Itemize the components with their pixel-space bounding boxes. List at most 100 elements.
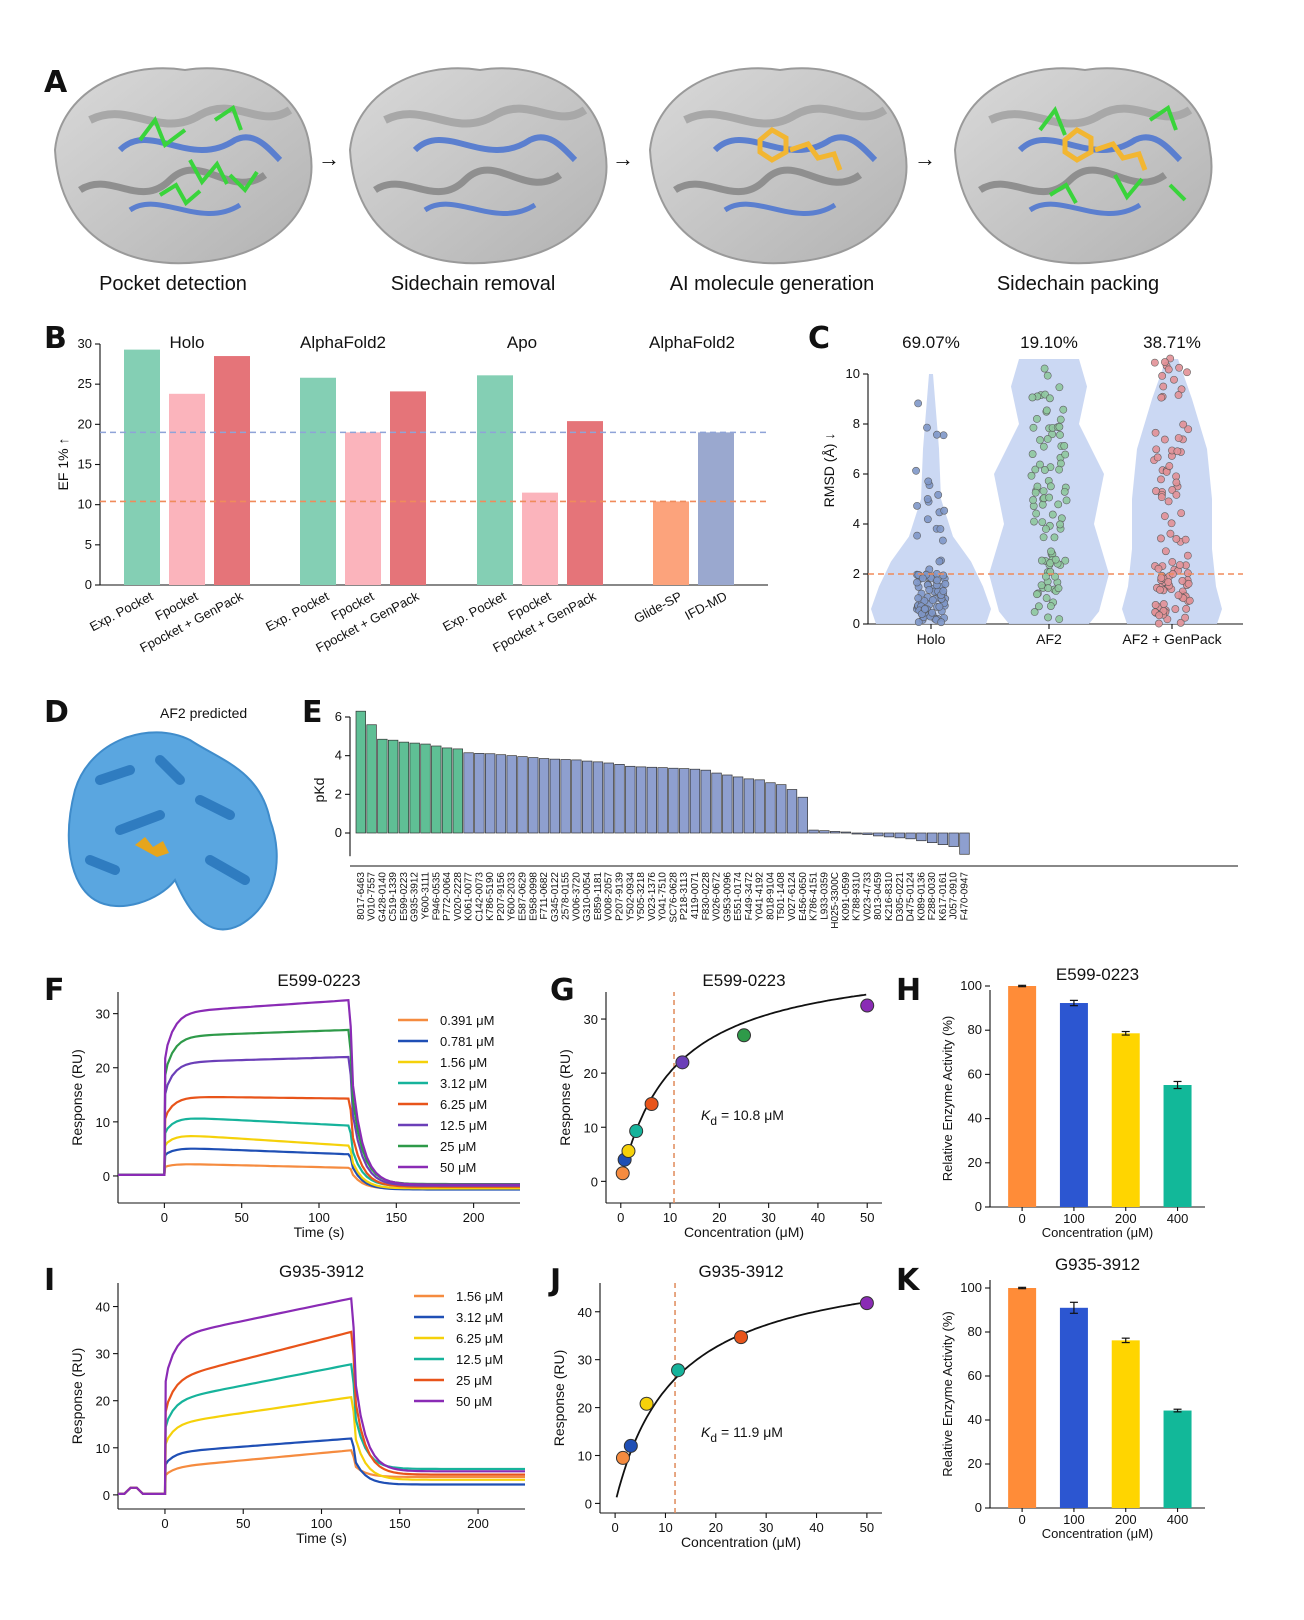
rmsd-point xyxy=(1062,496,1071,505)
rmsd-point xyxy=(1164,365,1173,374)
compound-label: 8017-6463 xyxy=(356,872,367,920)
rmsd-point xyxy=(928,596,937,605)
rmsd-point xyxy=(1153,453,1162,462)
rmsd-point xyxy=(921,605,929,613)
x-tick-label: 150 xyxy=(389,1516,411,1531)
rmsd-point xyxy=(1158,372,1167,380)
y-tick-label: 0 xyxy=(975,1199,982,1214)
sensorgram-line xyxy=(118,1437,525,1495)
compound-label: K788-9310 xyxy=(852,872,863,921)
compound-label: E551-0174 xyxy=(733,872,744,921)
rmsd-point xyxy=(1039,487,1048,496)
pkd-bar xyxy=(485,753,496,834)
pkd-bar xyxy=(840,831,852,834)
y-tick-label: 80 xyxy=(968,1022,982,1037)
pkd-bar xyxy=(926,832,938,844)
binding-point xyxy=(734,1330,748,1345)
y-axis-label: pKd xyxy=(311,778,327,803)
rmsd-point xyxy=(1044,613,1052,622)
compound-label: D475-0124 xyxy=(906,872,917,922)
rmsd-point xyxy=(1174,391,1183,399)
x-axis-label: Time (s) xyxy=(296,1530,347,1546)
binding-point xyxy=(644,1096,659,1111)
compound-label: J057-0910 xyxy=(949,872,960,920)
pkd-bar xyxy=(366,724,377,834)
compound-label: V026-0672 xyxy=(712,872,723,921)
compound-label: K786-5190 xyxy=(485,872,496,921)
y-tick-label: 0 xyxy=(585,1496,592,1511)
compound-label: F449-3472 xyxy=(744,872,755,921)
rmsd-point xyxy=(1059,405,1068,414)
legend-label: 12.5 μM xyxy=(440,1118,487,1133)
sensorgram-line xyxy=(118,1330,525,1495)
panel-letter-b: B xyxy=(44,321,67,356)
y-tick-label: 40 xyxy=(968,1111,982,1126)
sensorgram-line xyxy=(118,1395,525,1495)
x-tick-label: 100 xyxy=(308,1210,330,1225)
pkd-bar xyxy=(797,796,808,834)
rmsd-point xyxy=(923,423,931,432)
legend-label: 50 μM xyxy=(456,1394,492,1409)
y-tick-label: 0 xyxy=(853,616,860,631)
x-tick-label: Exp. Pocket xyxy=(87,588,156,634)
y-tick-label: 10 xyxy=(96,1441,110,1456)
rmsd-point xyxy=(939,571,948,580)
panel-e-pkd-chart: 0 2 4 6 pKd 8017-6463 V010-7557 G428-0140 C519-1… xyxy=(311,709,1238,929)
x-tick-label: 400 xyxy=(1167,1211,1189,1226)
compound-label: H025-3300C xyxy=(830,872,841,929)
panel-letter-f: F xyxy=(44,973,65,1008)
pkd-bar xyxy=(948,832,959,847)
pkd-bar xyxy=(517,756,528,834)
pkd-bar xyxy=(398,741,410,834)
ef-bar xyxy=(214,356,250,585)
chart-title: G935-3912 xyxy=(1055,1255,1140,1274)
rmsd-point xyxy=(935,557,944,566)
compound-label: F830-0228 xyxy=(701,872,712,921)
x-tick-label: 100 xyxy=(1063,1512,1085,1527)
x-tick-label: 20 xyxy=(709,1520,723,1535)
rmsd-point xyxy=(1042,594,1051,602)
rmsd-point xyxy=(1054,500,1063,509)
activity-bar xyxy=(1059,1003,1088,1207)
pkd-bar xyxy=(959,832,970,855)
compound-label: Y505-3218 xyxy=(636,872,647,921)
rmsd-point xyxy=(1185,596,1194,605)
rmsd-point xyxy=(925,585,934,594)
compound-label: K786-4151 xyxy=(809,872,820,921)
pkd-bar xyxy=(528,757,539,834)
rmsd-point xyxy=(936,525,945,533)
panel-letter-c: C xyxy=(808,321,830,356)
y-tick-label: 10 xyxy=(846,366,860,381)
pkd-bar xyxy=(722,774,733,834)
kd-subscript: d xyxy=(710,1431,717,1445)
compound-label: K617-0161 xyxy=(938,872,949,921)
pkd-bar xyxy=(743,778,755,834)
rmsd-point xyxy=(1157,393,1166,402)
pkd-bar xyxy=(657,767,668,834)
rmsd-point xyxy=(1051,572,1059,581)
group-title: AlphaFold2 xyxy=(649,333,735,352)
compound-label: 8018-9104 xyxy=(765,872,776,920)
y-tick-label: 30 xyxy=(584,1012,598,1027)
rmsd-point xyxy=(1176,618,1185,627)
legend-label: 12.5 μM xyxy=(456,1352,503,1367)
compound-label: Y600-2033 xyxy=(507,872,518,921)
compound-label: V023-1376 xyxy=(647,872,658,921)
rmsd-point xyxy=(1171,605,1180,613)
rmsd-point xyxy=(1055,615,1064,624)
rmsd-point xyxy=(1055,465,1064,474)
y-tick-label: 0 xyxy=(975,1500,982,1515)
y-axis-label: Response (RU) xyxy=(69,1348,85,1444)
rmsd-point xyxy=(1037,581,1046,590)
rmsd-point xyxy=(933,576,942,585)
rmsd-point xyxy=(1028,393,1037,402)
compound-label: C519-1339 xyxy=(388,872,399,922)
pkd-bar xyxy=(625,765,636,834)
x-tick-label: Glide-SP xyxy=(631,588,684,626)
x-tick-label: 10 xyxy=(658,1520,672,1535)
rmsd-point xyxy=(1045,394,1054,403)
chart-title: G935-3912 xyxy=(698,1262,783,1281)
panel-letter-e: E xyxy=(302,695,323,730)
x-axis-label: Concentration (μM) xyxy=(1042,1225,1154,1240)
pkd-bar xyxy=(873,832,884,837)
